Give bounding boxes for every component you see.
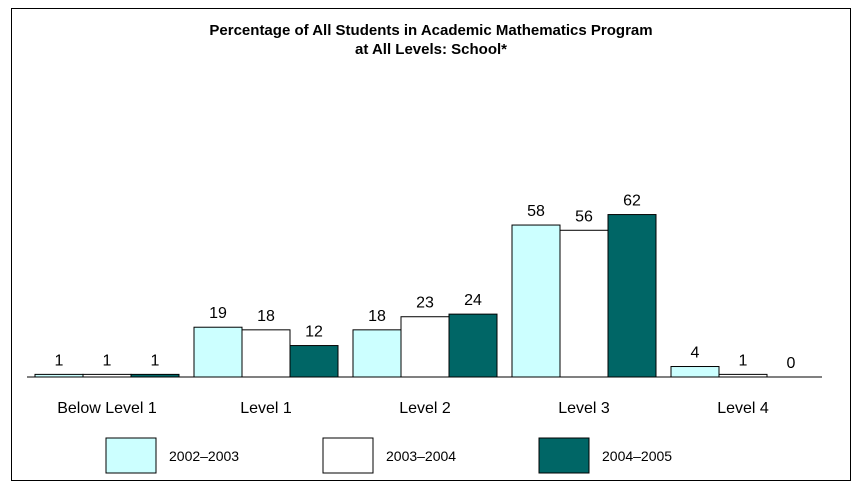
data-label: 0 [787,355,796,372]
bar [289,345,339,378]
data-label: 23 [416,295,434,312]
bar [607,214,657,378]
legend-swatch [105,437,157,474]
legend-label: 2002–2003 [169,448,239,464]
data-label: 24 [464,292,482,309]
bar [193,326,243,378]
data-label: 1 [739,352,748,369]
category-label: Level 4 [717,400,769,417]
data-label: 19 [209,305,227,322]
data-label: 1 [55,352,64,369]
chart-title: Percentage of All Students in Academic M… [209,22,652,39]
data-label: 18 [368,308,386,325]
data-label: 58 [527,203,545,220]
data-label: 12 [305,324,323,341]
category-label: Level 2 [399,400,451,417]
chart-frame [11,8,851,481]
data-label: 1 [103,352,112,369]
data-label: 1 [151,352,160,369]
bars-group: 1 1 1 19 18 12 18 23 24 58 56 62 4 1 0 [34,193,796,378]
chart-subtitle: at All Levels: School* [355,41,507,58]
legend-swatch [322,437,374,474]
category-label: Level 1 [240,400,292,417]
bar [448,313,498,378]
category-label: Below Level 1 [57,400,157,417]
data-label: 56 [575,208,593,225]
bar [400,316,450,378]
bar [241,329,291,378]
legend-label: 2004–2005 [602,448,672,464]
legend-swatch [538,437,590,474]
data-label: 4 [691,345,700,362]
category-label: Level 3 [558,400,610,417]
legend-label: 2003–2004 [386,448,456,464]
bar [352,329,402,378]
legend: 2002–2003 2003–2004 2004–2005 [105,437,672,474]
data-label: 62 [623,193,641,210]
bar [511,224,561,378]
data-label: 18 [257,308,275,325]
category-labels: Below Level 1 Level 1 Level 2 Level 3 Level … [57,400,769,417]
bar [670,366,720,378]
bar [559,229,609,378]
